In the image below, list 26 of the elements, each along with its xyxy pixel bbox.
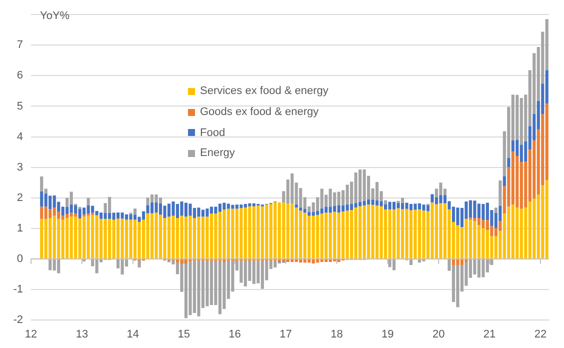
x-tick-label: 19 [382, 328, 394, 341]
legend-label: Goods ex food & energy [200, 106, 319, 118]
y-axis-title: YoY% [40, 10, 70, 22]
legend-label: Energy [200, 147, 235, 160]
x-tick-label: 14 [126, 328, 140, 341]
x-tick-label: 21 [483, 328, 496, 341]
legend-label: Services ex food & energy [200, 85, 328, 98]
y-tick-label: -2 [13, 314, 23, 326]
y-tick-label: 4 [16, 130, 23, 143]
y-tick-label: 5 [16, 100, 23, 112]
y-tick-label: -1 [13, 283, 23, 296]
x-tick-label: 20 [432, 328, 445, 341]
y-tick-label: 6 [16, 70, 23, 82]
y-tick-label: 7 [16, 39, 23, 52]
x-tick-label: 13 [76, 328, 88, 341]
x-tick-label: 18 [330, 328, 343, 341]
x-tick-label: 16 [228, 328, 241, 341]
legend-label: Food [200, 126, 226, 139]
y-tick-label: 2 [16, 192, 23, 204]
y-tick-label: 0 [16, 252, 23, 265]
x-tick-label: 15 [178, 328, 190, 341]
x-tick-label: 17 [280, 328, 292, 341]
y-tick-label: 1 [16, 222, 23, 234]
x-tick-label: 22 [534, 328, 547, 341]
x-tick-label: 12 [24, 328, 38, 341]
y-tick-label: 3 [16, 161, 23, 174]
